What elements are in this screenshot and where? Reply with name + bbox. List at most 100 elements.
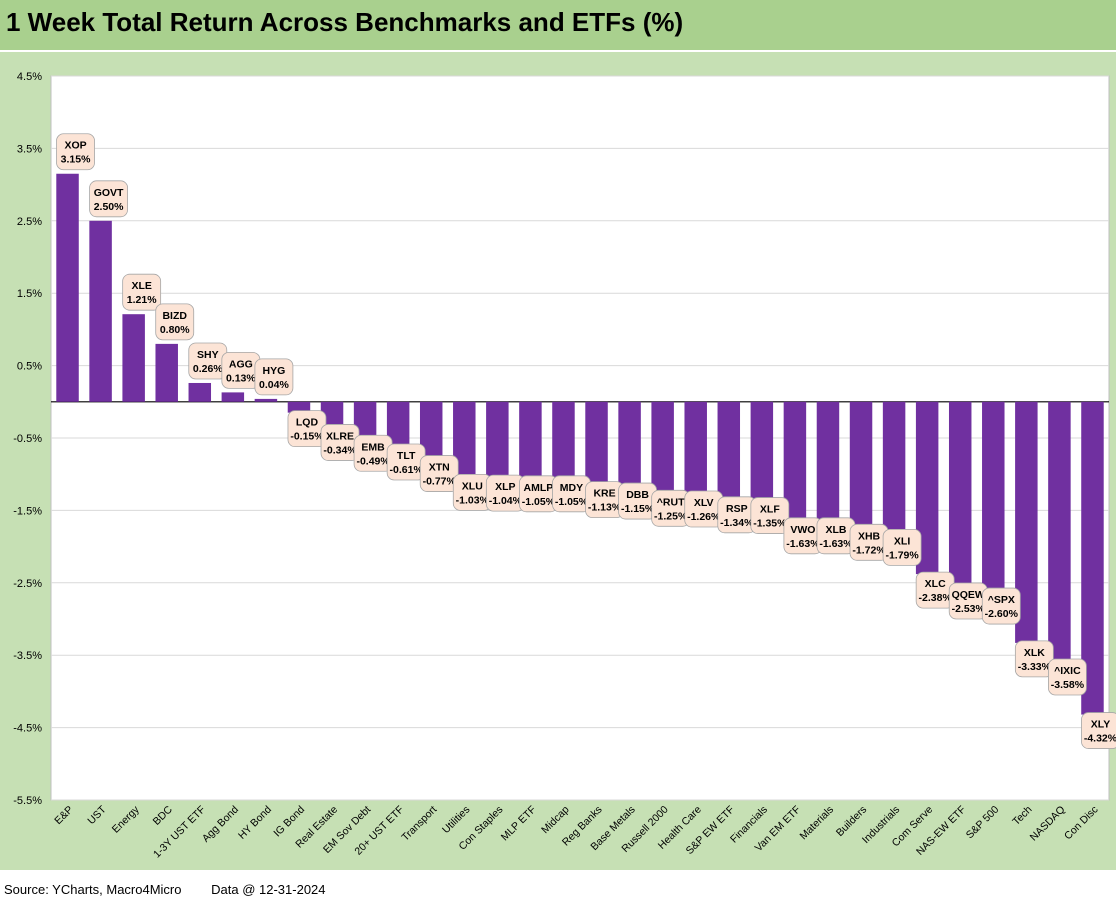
data-label-value: 0.26% — [193, 363, 223, 375]
x-category-label: S&P 500 — [964, 804, 1002, 842]
data-label-value: -1.13% — [588, 502, 622, 514]
y-tick-label: 2.5% — [17, 216, 42, 228]
data-label-ticker: XLV — [694, 497, 714, 509]
data-label-ticker: XLRE — [326, 430, 354, 442]
data-label-value: -3.58% — [1051, 679, 1085, 691]
bar — [618, 401, 641, 486]
data-label-ticker: XOP — [64, 140, 86, 152]
bar — [750, 401, 774, 500]
data-label-ticker: XLI — [894, 535, 910, 547]
bar — [948, 401, 972, 585]
data-label-ticker: KRE — [593, 488, 615, 500]
x-category-label: Utilities — [440, 804, 472, 836]
data-label-box — [1048, 658, 1087, 696]
data-label-ticker: VWO — [790, 524, 815, 536]
data-label-value: 0.04% — [259, 379, 289, 391]
data-label-value: 2.50% — [94, 201, 124, 213]
x-category-label: UST — [85, 803, 109, 827]
footer: Source: YCharts, Macro4Micro Data @ 12-3… — [4, 882, 326, 897]
bar — [552, 401, 575, 478]
y-tick-label: 0.5% — [17, 361, 42, 373]
data-label-ticker: XTN — [429, 462, 450, 474]
bar — [1015, 401, 1038, 643]
data-label-value: -0.49% — [356, 455, 390, 467]
bar — [89, 220, 112, 402]
data-label-value: 3.15% — [61, 154, 91, 166]
title-bar: 1 Week Total Return Across Benchmarks an… — [0, 0, 1116, 52]
x-category-label: Energy — [110, 803, 143, 836]
data-label-ticker: AGG — [229, 358, 253, 370]
data-label-ticker: ^RUT — [657, 496, 685, 508]
data-label-ticker: TLT — [397, 450, 416, 462]
bar — [519, 401, 542, 478]
data-label-box — [981, 587, 1021, 625]
data-label-ticker: GOVT — [94, 187, 124, 199]
bar — [1048, 401, 1071, 661]
data-label-ticker: ^SPX — [988, 594, 1015, 606]
data-label-value: -1.72% — [852, 544, 886, 556]
data-label-value: 1.21% — [127, 294, 157, 306]
data-label-value: 0.80% — [160, 324, 190, 336]
data-label-value: -1.25% — [654, 510, 688, 522]
data-label-value: -1.63% — [786, 538, 820, 550]
x-category-label: Con Disc — [1062, 804, 1101, 843]
data-label-box — [750, 497, 790, 534]
data-label-ticker: XLU — [462, 480, 483, 492]
bar — [1081, 401, 1104, 715]
data-label-ticker: AMLP — [524, 482, 554, 494]
bar — [188, 382, 212, 402]
x-category-label: Tech — [1010, 804, 1034, 828]
x-category-label: Transport — [399, 804, 439, 844]
x-category-label: NASDAQ — [1028, 804, 1068, 844]
data-date-note: Data @ 12-31-2024 — [211, 882, 326, 897]
data-label-box — [56, 133, 95, 171]
data-label-ticker: MDY — [560, 482, 583, 494]
source-note: Source: YCharts, Macro4Micro — [4, 882, 182, 897]
data-label-value: -1.63% — [819, 538, 853, 550]
data-label-ticker: XLE — [131, 280, 151, 292]
data-label-ticker: XLC — [925, 578, 946, 590]
data-label-value: -0.34% — [323, 444, 357, 456]
bar — [221, 392, 245, 402]
bar — [717, 401, 741, 499]
data-label-ticker: HYG — [263, 365, 286, 377]
data-label-ticker: XLB — [825, 524, 846, 536]
data-label-value: -1.79% — [885, 549, 919, 561]
data-label-value: 0.13% — [226, 372, 256, 384]
x-category-label: Midcap — [539, 804, 572, 837]
data-label-value: -2.38% — [919, 592, 953, 604]
y-tick-label: 1.5% — [17, 288, 42, 300]
y-tick-label: -2.5% — [13, 578, 42, 590]
x-category-label: E&P — [52, 804, 75, 827]
data-label-box — [882, 528, 922, 566]
data-label-value: -0.15% — [290, 431, 324, 443]
data-label-value: -0.77% — [423, 476, 457, 488]
bar — [287, 401, 311, 413]
x-category-label: MLP ETF — [499, 804, 539, 844]
x-category-label: Materials — [797, 804, 836, 843]
bar — [915, 401, 939, 575]
data-label-value: -2.53% — [952, 603, 986, 615]
data-label-ticker: SHY — [197, 349, 219, 361]
data-label-box — [1081, 712, 1116, 749]
data-label-value: -1.35% — [753, 518, 787, 530]
bar — [816, 401, 840, 520]
data-label-ticker: LQD — [296, 417, 319, 429]
data-label-ticker: DBB — [626, 489, 649, 501]
data-label-value: -0.61% — [390, 464, 424, 476]
data-label-box — [89, 180, 128, 218]
x-category-label: BDC — [151, 803, 175, 827]
data-label-value: -1.05% — [555, 496, 589, 508]
data-label-ticker: XLP — [495, 481, 515, 493]
data-label-value: -4.32% — [1084, 733, 1116, 745]
bar — [882, 401, 906, 532]
data-label-ticker: XHB — [858, 530, 881, 542]
data-label-ticker: QQEW — [952, 589, 985, 601]
data-label-value: -1.15% — [621, 503, 655, 515]
bar — [419, 401, 443, 458]
data-label-value: -1.26% — [687, 511, 721, 523]
bar — [56, 173, 79, 402]
bar — [155, 343, 178, 402]
bar-chart: 4.5% 3.5% 2.5% 1.5% 0.5% -0.5% -1.5% -2.5% -3.5%… — [13, 71, 1116, 861]
data-label-value: -2.60% — [985, 608, 1019, 620]
